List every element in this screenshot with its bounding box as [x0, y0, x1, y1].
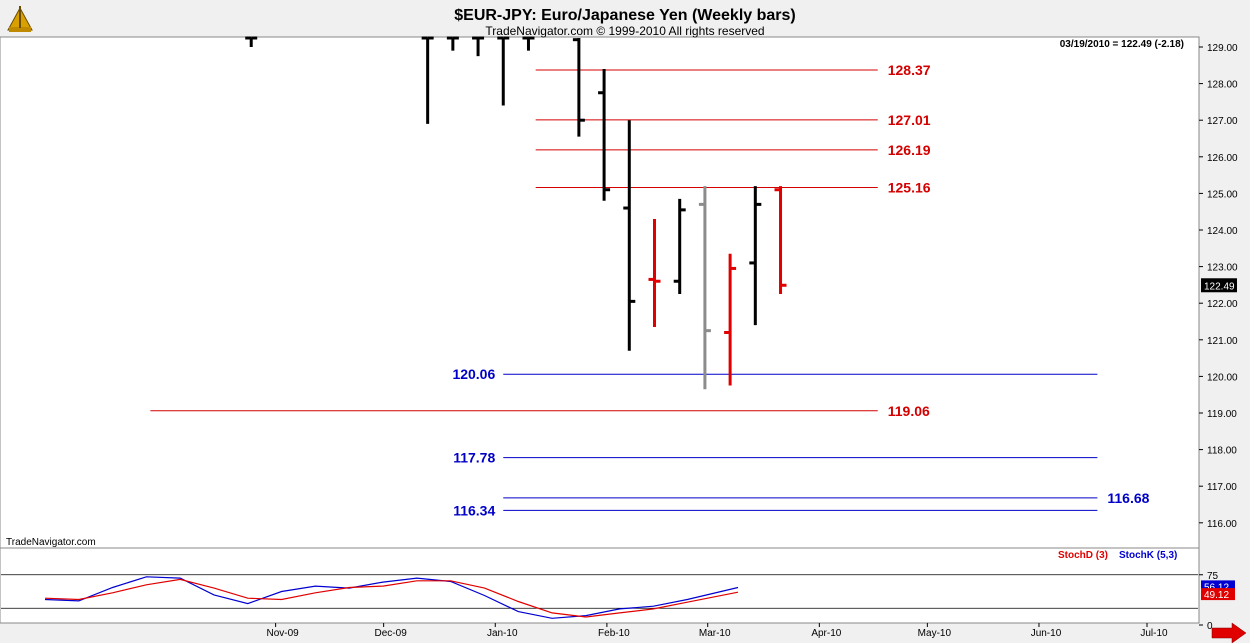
- scroll-right-arrow-icon[interactable]: [1211, 622, 1247, 643]
- level-label: 127.01: [888, 112, 931, 128]
- legend-stochd: StochD (3): [1058, 550, 1108, 561]
- price-panel: [0, 36, 1200, 549]
- stoch-series-line: [44, 578, 739, 618]
- stoch-tick-label: 75: [1207, 571, 1219, 582]
- stoch-series-line: [44, 576, 739, 619]
- stochk-last-label: 56.12: [1204, 582, 1229, 593]
- stochastic-panel: [0, 547, 1200, 624]
- level-label: 116.68: [1107, 490, 1149, 506]
- stochd-last-label: 49.12: [1204, 590, 1229, 601]
- level-label: 128.37: [888, 62, 931, 78]
- y-tick-label: 122.00: [1207, 299, 1238, 310]
- watermark: TradeNavigator.com: [6, 537, 96, 548]
- level-label: 126.19: [888, 142, 931, 158]
- y-tick-label: 120.00: [1207, 372, 1238, 383]
- level-label: 125.16: [888, 180, 931, 196]
- logo-icon: [4, 6, 36, 36]
- level-label: 120.06: [452, 366, 495, 382]
- y-tick-label: 124.00: [1207, 226, 1238, 237]
- x-tick-label: Feb-10: [598, 628, 630, 639]
- x-tick-label: Jan-10: [487, 628, 518, 639]
- y-tick-label: 129.00: [1207, 43, 1238, 54]
- y-tick-label: 118.00: [1207, 446, 1237, 457]
- copyright-subtitle: TradeNavigator.com © 1999-2010 All right…: [485, 24, 764, 38]
- y-tick-label: 116.00: [1207, 519, 1237, 530]
- stochd-last-marker: [1201, 588, 1235, 601]
- last-price-label: 122.49: [1204, 281, 1235, 292]
- y-tick-label: 127.00: [1207, 116, 1238, 127]
- x-tick-label: Jul-10: [1140, 628, 1168, 639]
- y-tick-label: 119.00: [1207, 409, 1237, 420]
- last-price-info: 03/19/2010 = 122.49 (-2.18): [1060, 39, 1184, 50]
- chart-title: $EUR-JPY: Euro/Japanese Yen (Weekly bars…: [454, 7, 795, 24]
- legend-stochk: StochK (5,3): [1119, 550, 1177, 561]
- y-tick-label: 128.00: [1207, 80, 1238, 91]
- y-tick-label: 121.00: [1207, 336, 1238, 347]
- last-price-marker: [1201, 278, 1237, 293]
- y-tick-label: 126.00: [1207, 153, 1238, 164]
- x-tick-label: Mar-10: [699, 628, 731, 639]
- x-tick-label: Jun-10: [1031, 628, 1062, 639]
- x-tick-label: Nov-09: [266, 628, 299, 639]
- x-tick-label: Apr-10: [811, 628, 841, 639]
- y-tick-label: 123.00: [1207, 263, 1238, 274]
- y-tick-label: 125.00: [1207, 189, 1238, 200]
- level-label: 119.06: [888, 403, 930, 419]
- level-label: 117.78: [453, 450, 495, 466]
- stoch-tick-label: 0: [1207, 621, 1213, 632]
- y-tick-label: 117.00: [1207, 482, 1237, 493]
- x-tick-label: May-10: [918, 628, 952, 639]
- x-tick-label: Dec-09: [375, 628, 408, 639]
- level-label: 116.34: [453, 502, 495, 518]
